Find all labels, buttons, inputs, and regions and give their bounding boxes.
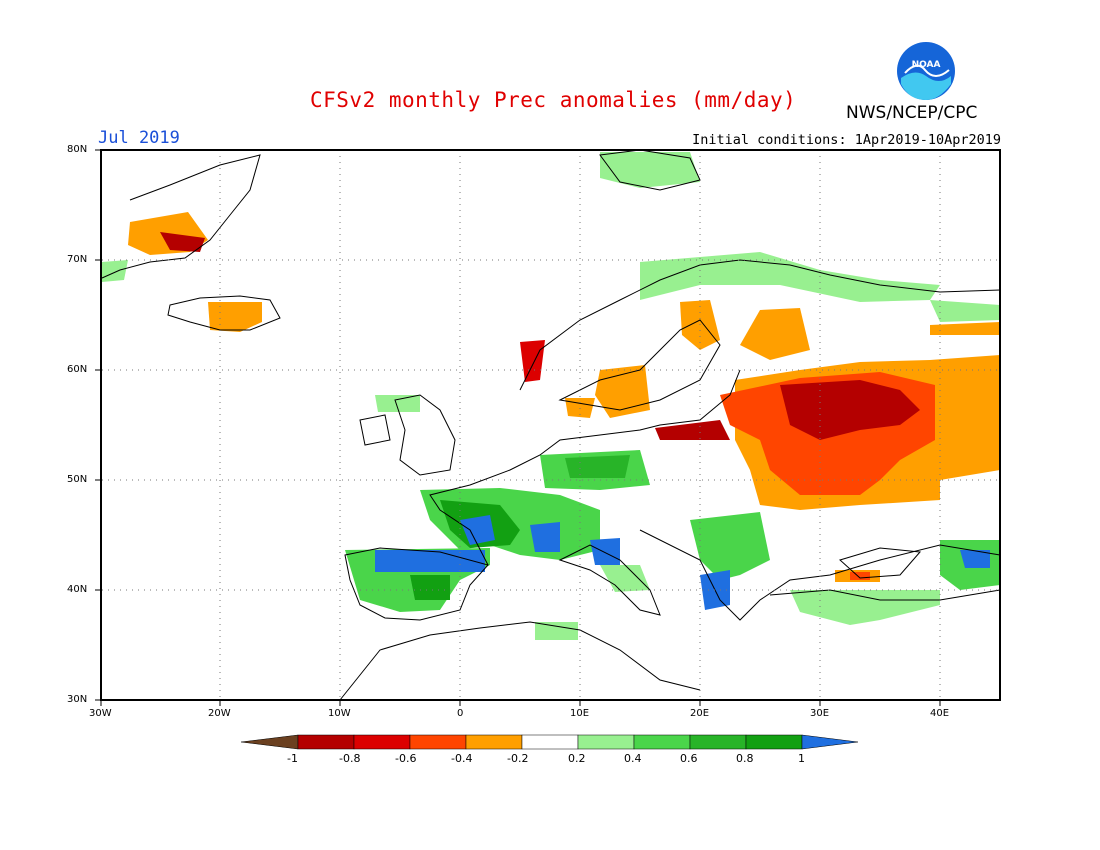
patch-turkey-wet <box>790 590 940 625</box>
patch-balkans-wet <box>690 512 770 580</box>
coast-west-europe <box>429 369 741 566</box>
coast-turkey <box>769 589 1001 601</box>
anomaly-patches <box>102 152 1000 640</box>
noaa-logo: NOAA <box>897 42 955 100</box>
colorbar-label: 0.2 <box>568 752 586 765</box>
patch-iberia-max <box>375 550 485 572</box>
patch-france-max <box>460 515 495 545</box>
patch-alps-max <box>530 522 560 552</box>
patch-iceland <box>208 302 262 332</box>
lon-label: 10W <box>328 708 351 719</box>
colorbar-label: 0.6 <box>680 752 698 765</box>
patch-baltic-strong <box>655 420 730 440</box>
colorbar-arrow-left <box>240 734 299 750</box>
patch-arctic-dry <box>930 322 1000 335</box>
colorbar-label: -0.6 <box>395 752 417 765</box>
coast-iceland <box>167 295 281 331</box>
coast-britain <box>394 394 456 476</box>
lon-label: 30E <box>810 708 830 719</box>
axis-ticks <box>95 149 941 706</box>
lat-label: 80N <box>67 144 88 155</box>
patch-tunisia-wet <box>535 622 578 640</box>
colorbar <box>240 734 859 750</box>
colorbar-label: 0.4 <box>624 752 642 765</box>
coast-sweden <box>558 319 721 411</box>
coast-black-sea <box>839 547 922 579</box>
patch-sweden-dry <box>595 365 650 418</box>
patch-uk-wet <box>375 395 420 412</box>
coast-italy <box>558 544 661 616</box>
agency-label: NWS/NCEP/CPC <box>846 103 978 123</box>
lat-label: 50N <box>67 474 88 485</box>
patch-germany-strong <box>565 455 630 478</box>
coast-greenland <box>101 154 261 279</box>
patch-caucasus-max <box>960 550 990 568</box>
colorbar-label: 0.8 <box>736 752 754 765</box>
patch-italy-wet <box>600 565 650 592</box>
lon-label: 20E <box>690 708 710 719</box>
lon-label: 0 <box>457 708 464 719</box>
coast-ireland <box>359 414 391 446</box>
lat-label: 30N <box>67 694 88 705</box>
coast-iberia <box>344 547 489 621</box>
patch-svalbard <box>600 152 700 188</box>
lat-label: 70N <box>67 254 88 265</box>
colorbar-label: -0.8 <box>339 752 361 765</box>
map-frame <box>100 149 1001 701</box>
lon-label: 30W <box>89 708 112 719</box>
patch-north-wet-2 <box>930 300 1000 322</box>
patch-russia-strong <box>780 380 920 440</box>
lat-label: 60N <box>67 364 88 375</box>
colorbar-label: -0.4 <box>451 752 473 765</box>
patch-greenland-strong <box>160 232 205 252</box>
forecast-month: Jul 2019 <box>98 128 180 148</box>
colorbar-label: -1 <box>287 752 298 765</box>
patch-north-wet <box>640 252 940 302</box>
patch-blacksea-mid <box>850 572 870 580</box>
lon-label: 20W <box>208 708 231 719</box>
colorbar-label: 1 <box>798 752 805 765</box>
colorbar-arrow-right <box>801 734 859 750</box>
coast-north-africa <box>339 621 701 701</box>
lat-label: 40N <box>67 584 88 595</box>
initial-conditions: Initial conditions: 1Apr2019-10Apr2019 <box>692 132 1001 148</box>
patch-italy-max <box>590 538 620 565</box>
patch-greenland-wet <box>102 260 128 282</box>
logo-text: NOAA <box>912 60 941 70</box>
colorbar-label: -0.2 <box>507 752 529 765</box>
patch-iberia-strong <box>410 575 450 600</box>
patch-karelia-dry <box>740 308 810 360</box>
map-title: CFSv2 monthly Prec anomalies (mm/day) <box>310 88 797 112</box>
lon-label: 10E <box>570 708 590 719</box>
lon-label: 40E <box>930 708 950 719</box>
coast-scandinavia <box>519 259 1001 391</box>
patch-norway <box>520 340 545 382</box>
